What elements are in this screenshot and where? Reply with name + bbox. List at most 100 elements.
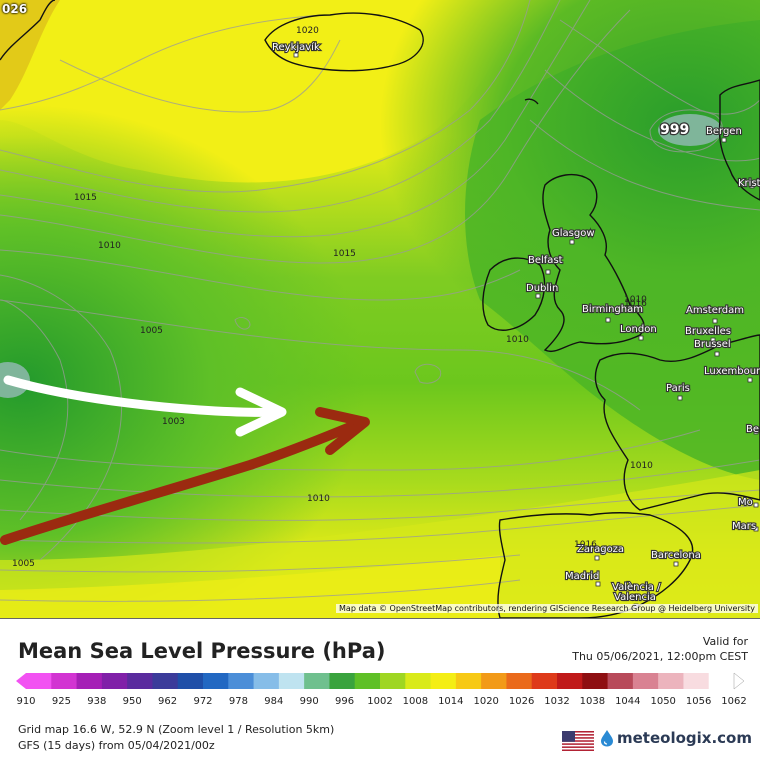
city-name: Brussel [694,339,731,350]
colorbar-tick-label: 1044 [615,696,640,707]
colorbar-tick-label: 910 [16,696,35,707]
red-arrow-head [315,407,370,455]
isobars [0,0,760,602]
arrows [0,375,370,545]
city-name: London [620,324,657,335]
colorbar-tick-label: 1014 [438,696,463,707]
colorbar-segment [607,673,634,689]
city-2: Krist [737,177,760,190]
colorbar-segment [430,673,457,689]
city-name: Glasgow [552,228,595,239]
colorbar-segment [455,673,482,689]
colorbar-segment [380,673,406,689]
colorbar-segment [405,673,432,689]
colorbar-tick-label: 938 [87,696,106,707]
white-arrow-head [235,387,287,437]
city-marker [673,561,679,567]
city-10: Brussel [693,338,732,357]
isobar-labels: 1020 1015 1010 1015 1005 1003 1010 1010 1010 1010… [12,26,653,569]
city-marker [605,317,611,323]
isobar-label: 1010 [630,461,653,471]
city-marker [710,337,716,343]
iberia-coast [497,512,694,618]
colorbar-tick-label: 925 [52,696,71,707]
city-marker [545,269,551,275]
colorbar-tick-label: 990 [300,696,319,707]
colorbar-segment [632,673,659,689]
colorbar-segment [228,673,255,689]
colorbar-tick-label: 1008 [403,696,428,707]
iceland-coast [264,12,424,72]
city-name: Belfast [528,255,563,266]
city-name: Madrid [565,571,599,582]
isobar-label: 1016 [574,540,597,550]
legend-panel: Mean Sea Level Pressure (hPa) Valid for … [0,619,760,760]
city-marker [595,581,601,587]
colorbar-tick-label: 1038 [580,696,605,707]
colorbar-segment [582,673,609,689]
city-0: Reykjavík [271,40,321,58]
city-1: Bergen [705,125,743,143]
us-flag-icon[interactable] [562,731,594,751]
brand-logo[interactable]: meteologix.com [600,729,752,747]
isobar-label: 1003 [162,417,185,427]
city-name: Dublin [526,283,558,294]
colorbar-segment [304,673,330,689]
colorbar-tick-label: 1050 [650,696,675,707]
droplet-icon [601,730,613,747]
colorbar-tick-label: 978 [229,696,248,707]
norway-coast [718,79,760,201]
pressure-colorbar: 910 925 938 950 962 972 978 984 990 996 1002 1008 10… [16,672,747,707]
city-name: Barcelona [651,550,701,561]
pressure-map[interactable]: Reykjavík Bergen Krist Glasgow Belfast Dublin… [0,0,760,619]
city-name: Mo [738,497,753,508]
city-marker [569,239,575,245]
colorbar-tick-label: 984 [264,696,283,707]
colorbar-segment [76,673,103,689]
colorbar-segment [531,673,558,689]
city-19: València / [611,580,662,599]
city-9: Bruxelles [684,325,732,343]
colorbar-segment [557,673,583,689]
city-marker [753,429,759,435]
coastlines [0,0,760,618]
city-marker [753,502,759,508]
colorbar-segment [127,673,153,689]
map-attribution[interactable]: Map data © OpenStreetMap contributors, r… [336,604,758,613]
city-marker [753,526,759,532]
colorbar-segment [51,673,78,689]
isobar-label: 1010 [307,494,330,504]
city-marker [721,137,727,143]
city-16: Zaragoza [576,543,625,561]
valid-time: Thu 05/06/2021, 12:00pm CEST [572,650,748,663]
colorbar-tick-label: 1062 [721,696,746,707]
corner-isobar-label: 026 [2,2,28,16]
model-run-info: GFS (15 days) from 05/04/2021/00z [18,739,215,752]
city-4: Belfast [527,254,564,275]
city-name: Valencia [614,592,656,603]
city-15: Mars [731,520,759,533]
city-name: Bergen [706,126,742,137]
city-8: Amsterdam [685,304,745,324]
city-marker [749,183,755,189]
colorbar-tick-label: 1032 [544,696,569,707]
city-name: Paris [666,383,690,394]
colorbar-segment [101,673,128,689]
red-arrow-shaft [0,420,360,545]
colorbar-min-cap [16,673,26,689]
city-labels: Reykjavík Bergen Krist Glasgow Belfast Dublin… [271,40,760,609]
city-marker [633,593,639,599]
colorbar-segment [152,673,179,689]
colorbar-tick-label: 950 [123,696,142,707]
map-canvas: Reykjavík Bergen Krist Glasgow Belfast Dublin… [0,0,760,618]
colorbar-segment [658,673,684,689]
colorbar-segment [683,673,710,689]
colorbar-segment [278,673,305,689]
city-marker [293,52,299,58]
colorbar-segment [506,673,533,689]
isobar-label: 1016 [624,299,647,309]
city-18: Madrid [564,570,601,587]
colorbar-segment [481,673,507,689]
city-12: Paris [665,382,691,401]
isobar-label: 1005 [12,559,35,569]
